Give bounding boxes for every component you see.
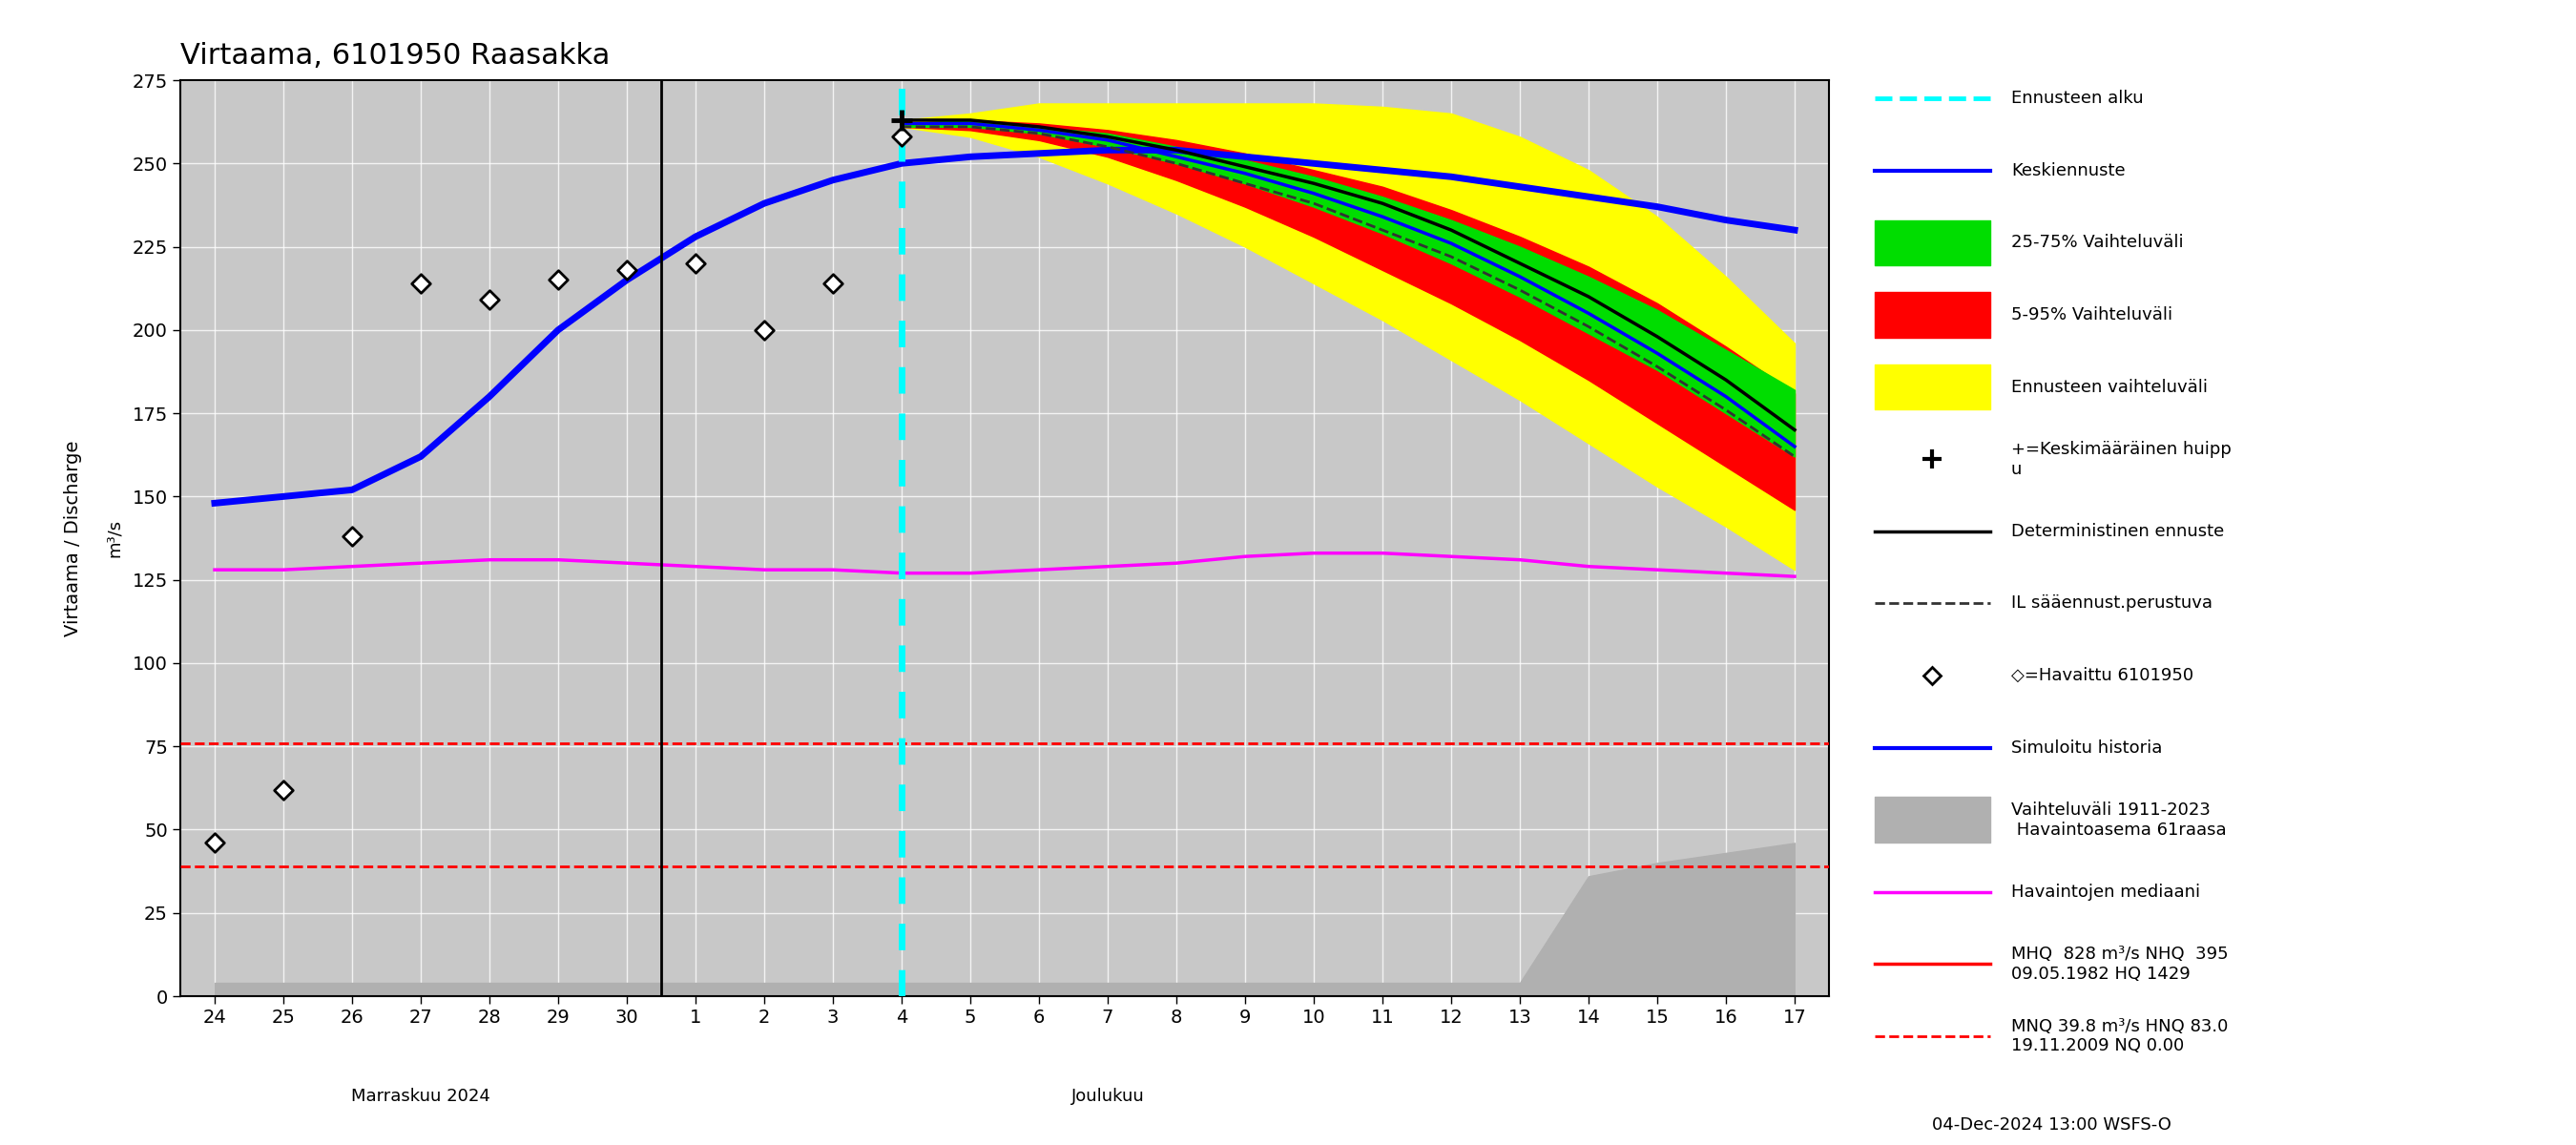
Text: 04-Dec-2024 13:00 WSFS-O: 04-Dec-2024 13:00 WSFS-O bbox=[1932, 1116, 2172, 1134]
Point bbox=[399, 274, 440, 292]
Text: +=Keskimääräinen huipp
u: +=Keskimääräinen huipp u bbox=[2012, 441, 2231, 477]
Text: Deterministinen ennuste: Deterministinen ennuste bbox=[2012, 522, 2223, 539]
Text: 25-75% Vaihteluväli: 25-75% Vaihteluväli bbox=[2012, 235, 2184, 252]
Text: MNQ 39.8 m³/s HNQ 83.0
19.11.2009 NQ 0.00: MNQ 39.8 m³/s HNQ 83.0 19.11.2009 NQ 0.0… bbox=[2012, 1018, 2228, 1055]
Text: 5-95% Vaihteluväli: 5-95% Vaihteluväli bbox=[2012, 306, 2172, 323]
Text: Ennusteen vaihteluväli: Ennusteen vaihteluväli bbox=[2012, 378, 2208, 396]
Text: Marraskuu 2024: Marraskuu 2024 bbox=[350, 1088, 489, 1105]
Text: IL sääennust.perustuva: IL sääennust.perustuva bbox=[2012, 595, 2213, 611]
Text: Virtaama / Discharge: Virtaama / Discharge bbox=[64, 440, 82, 637]
Text: Havaintojen mediaani: Havaintojen mediaani bbox=[2012, 884, 2200, 900]
Text: Virtaama, 6101950 Raasakka: Virtaama, 6101950 Raasakka bbox=[180, 42, 611, 70]
Point bbox=[263, 781, 304, 799]
Point bbox=[675, 254, 716, 273]
Text: Keskiennuste: Keskiennuste bbox=[2012, 161, 2125, 179]
Text: Vaihteluväli 1911-2023
 Havaintoasema 61raasa: Vaihteluväli 1911-2023 Havaintoasema 61r… bbox=[2012, 802, 2226, 838]
Point bbox=[744, 321, 786, 339]
Text: MHQ  828 m³/s NHQ  395
09.05.1982 HQ 1429: MHQ 828 m³/s NHQ 395 09.05.1982 HQ 1429 bbox=[2012, 946, 2228, 982]
Text: ◇=Havaittu 6101950: ◇=Havaittu 6101950 bbox=[2012, 666, 2192, 684]
Text: Joulukuu: Joulukuu bbox=[1072, 1088, 1144, 1105]
Point bbox=[538, 271, 580, 290]
Point bbox=[605, 261, 647, 279]
Point bbox=[193, 834, 234, 852]
Text: m³/s: m³/s bbox=[106, 519, 124, 558]
Point bbox=[881, 127, 922, 145]
Point bbox=[332, 528, 374, 546]
Point bbox=[469, 291, 510, 309]
Text: Ennusteen alku: Ennusteen alku bbox=[2012, 90, 2143, 108]
Text: Simuloitu historia: Simuloitu historia bbox=[2012, 740, 2161, 756]
Point bbox=[811, 274, 853, 292]
